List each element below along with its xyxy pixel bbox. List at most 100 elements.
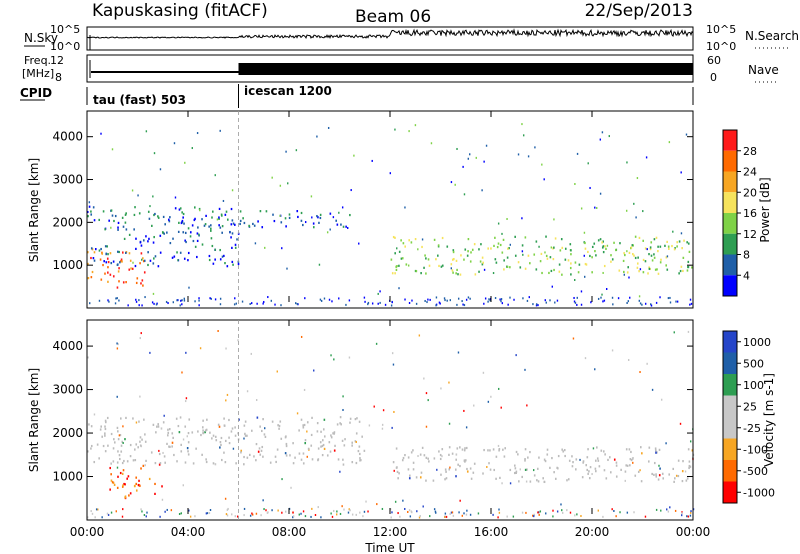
scatter-cell bbox=[659, 467, 661, 470]
scatter-cell bbox=[140, 244, 143, 247]
scatter-cell bbox=[501, 302, 504, 305]
scatter-cell bbox=[397, 477, 399, 480]
scatter-cell bbox=[487, 247, 489, 250]
scatter-cell bbox=[429, 298, 431, 301]
scatter-cell bbox=[264, 435, 267, 438]
scatter-cell bbox=[358, 242, 360, 245]
scatter-cell bbox=[685, 479, 688, 482]
scatter-cell bbox=[107, 253, 109, 256]
scatter-cell bbox=[298, 452, 301, 455]
scatter-cell bbox=[151, 224, 153, 227]
scatter-cell bbox=[139, 337, 141, 340]
scatter-cell bbox=[650, 303, 652, 306]
scatter-cell bbox=[342, 463, 345, 466]
scatter-cell bbox=[577, 271, 580, 274]
scatter-cell bbox=[686, 477, 689, 480]
scatter-cell bbox=[570, 253, 572, 256]
scatter-cell bbox=[401, 459, 404, 462]
scatter-cell bbox=[202, 431, 204, 435]
scatter-cell bbox=[98, 299, 101, 302]
scatter-cell bbox=[679, 422, 682, 425]
scatter-cell bbox=[423, 266, 425, 269]
scatter-cell bbox=[515, 354, 517, 357]
scatter-cell bbox=[126, 477, 128, 480]
scatter-cell bbox=[667, 245, 670, 248]
scatter-cell bbox=[101, 516, 103, 519]
scatter-cell bbox=[367, 303, 369, 306]
scatter-cell bbox=[349, 421, 351, 424]
scatter-cell bbox=[498, 511, 501, 514]
scatter-cell bbox=[349, 213, 351, 217]
scatter-cell bbox=[591, 245, 594, 249]
scatter-cell bbox=[152, 423, 155, 426]
scatter-cell bbox=[152, 241, 155, 244]
scatter-cell bbox=[475, 156, 477, 159]
scatter-cell bbox=[331, 300, 333, 303]
colorbar-tick-label: 8 bbox=[743, 249, 750, 262]
scatter-cell bbox=[513, 471, 516, 475]
scatter-cell bbox=[569, 266, 572, 270]
scatter-cell bbox=[626, 271, 629, 274]
scatter-cell bbox=[524, 368, 526, 371]
scatter-cell bbox=[599, 192, 602, 195]
scatter-cell bbox=[688, 464, 691, 468]
scatter-cell bbox=[143, 513, 146, 516]
scatter-cell bbox=[263, 433, 266, 436]
scatter-cell bbox=[377, 292, 379, 295]
scatter-cell bbox=[147, 240, 149, 243]
scatter-cell bbox=[92, 257, 95, 260]
scatter-cell bbox=[644, 515, 647, 518]
scatter-cell bbox=[143, 271, 146, 274]
scatter-cell bbox=[340, 223, 342, 226]
scatter-cell bbox=[298, 513, 300, 516]
scatter-cell bbox=[607, 458, 609, 462]
scatter-cell bbox=[602, 515, 604, 518]
scatter-cell bbox=[187, 441, 190, 444]
scatter-cell bbox=[87, 516, 89, 519]
scatter-cell bbox=[102, 263, 104, 267]
scatter-cell bbox=[310, 195, 313, 198]
scatter-cell bbox=[586, 468, 589, 472]
scatter-cell bbox=[602, 271, 604, 274]
scatter-cell bbox=[332, 216, 335, 219]
scatter-cell bbox=[141, 304, 143, 307]
scatter-cell bbox=[348, 299, 351, 302]
scatter-cell bbox=[477, 512, 480, 515]
scatter-cell bbox=[145, 130, 148, 133]
scatter-cell bbox=[124, 438, 126, 441]
scatter-cell bbox=[462, 165, 464, 168]
scatter-cell bbox=[154, 212, 156, 216]
scatter-cell bbox=[425, 272, 427, 275]
scatter-cell bbox=[147, 251, 149, 254]
scatter-cell bbox=[100, 132, 102, 135]
scatter-cell bbox=[242, 217, 244, 220]
scatter-cell bbox=[140, 508, 142, 511]
scatter-cell bbox=[639, 371, 641, 374]
scatter-cell bbox=[273, 219, 276, 223]
scatter-cell bbox=[536, 467, 539, 470]
scatter-cell bbox=[167, 431, 170, 434]
colorbar-swatch bbox=[723, 254, 737, 276]
scatter-cell bbox=[188, 418, 191, 421]
scatter-cell bbox=[232, 222, 235, 225]
noise-trace bbox=[86, 28, 694, 50]
scatter-cell bbox=[449, 513, 451, 516]
scatter-cell bbox=[108, 300, 110, 303]
scatter-cell bbox=[105, 253, 108, 256]
scatter-cell bbox=[271, 420, 274, 423]
scatter-cell bbox=[435, 258, 437, 261]
scatter-cell bbox=[580, 303, 583, 306]
scatter-cell bbox=[527, 155, 530, 158]
scatter-cell bbox=[259, 453, 262, 456]
scatter-cell bbox=[569, 511, 572, 514]
scatter-cell bbox=[681, 514, 683, 517]
scatter-cell bbox=[87, 356, 89, 359]
scatter-cell bbox=[690, 510, 692, 513]
scatter-cell bbox=[329, 228, 331, 231]
scatter-cell bbox=[153, 213, 155, 217]
scatter-cell bbox=[451, 452, 454, 455]
scatter-cell bbox=[285, 435, 287, 438]
scatter-cell bbox=[494, 258, 497, 261]
scatter-cell bbox=[234, 515, 237, 518]
scatter-cell bbox=[172, 436, 174, 439]
